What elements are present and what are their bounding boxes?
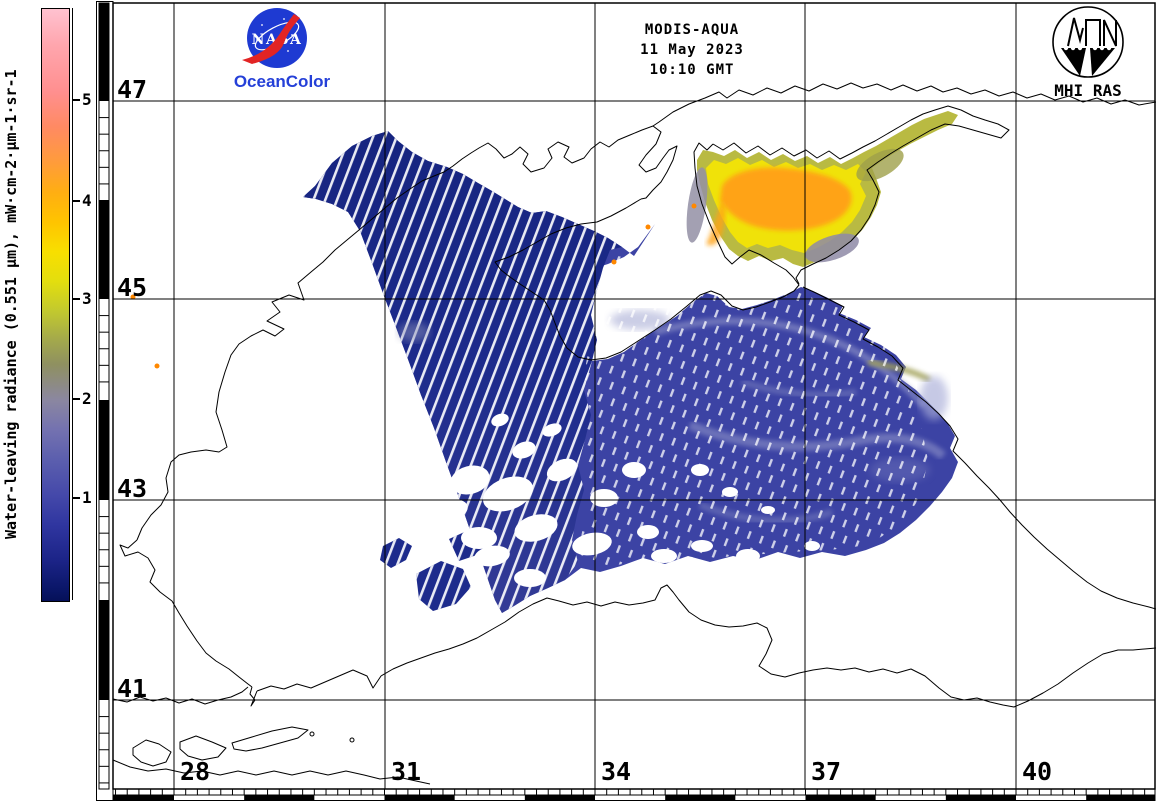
lat-label: 47 [117,75,148,104]
map-frame [112,2,1156,790]
colorbar-tick [72,398,80,400]
colorbar-gradient [41,8,70,602]
lon-label: 28 [180,757,211,786]
lat-label: 41 [117,674,148,703]
black-sea-data [303,131,958,613]
coastlines [112,82,1156,785]
coast-west-northwest [136,125,678,541]
lon-label: 37 [811,757,842,786]
colorbar-tick-label: 5 [82,90,92,109]
azov-gray-southeast [805,233,859,263]
cloud-gaps [436,413,882,604]
date-label: 11 May 2023 [640,42,744,58]
coast-marmara-north [112,686,249,705]
colorbar-axis-line [72,8,73,600]
coast-crimea [494,142,800,361]
colorbar-tick [72,298,80,300]
azov-olive-northeast [856,148,904,182]
mhi-ras-label: MHI RAS [1054,81,1121,100]
colorbar-tick [72,99,80,101]
graticule-lines [113,3,1155,789]
river-plume-dots [130,203,697,369]
lat-label: 43 [117,474,148,503]
mhi-logo-waves [1061,45,1115,76]
mhi-ras-logo: MHI RAS [1052,6,1124,100]
colorbar-tick-label: 1 [82,488,92,507]
coast-marmara-south [112,759,431,785]
coast-marmara-island1 [132,739,172,767]
scanline-dashes [578,255,928,568]
coast-caucasus [802,286,1156,610]
colorbar-tick-label: 3 [82,289,92,308]
lon-label: 34 [601,757,632,786]
nasa-logo-swoosh [242,14,300,64]
coast-bosphorus [249,686,258,707]
sensor-label: MODIS-AQUA [644,22,740,38]
colorbar-tick-label: 2 [82,389,92,408]
lon-label: 31 [391,757,422,786]
nasa-logo: NASA [242,8,307,68]
coast-north-top [652,82,1156,127]
longitude-ruler [112,788,1156,801]
coast-islet-2 [349,737,355,743]
coast-islet-1 [309,731,315,737]
lon-label: 40 [1022,757,1053,786]
satellite-swath-striped [303,131,622,613]
coast-azov [712,105,1010,285]
coast-west-bulgaria [119,539,253,688]
azov-orange-core [720,167,852,231]
azov-gray-west [686,167,708,243]
latitude-ruler [96,1,114,801]
lat-label: 45 [117,273,148,302]
colorbar-title: Water-leaving radiance (0.551 μm), mW·cm… [2,69,20,539]
coast-turkey [256,584,1156,708]
colorbar-tick [72,497,80,499]
coast-marmara-island2 [179,735,227,761]
azov-orange-tail [706,200,726,246]
oceancolor-label: OceanColor [233,72,331,91]
mhi-logo-circle [1052,6,1124,78]
striped-data-patches [380,529,483,611]
azov-sea-data [130,111,958,369]
mhi-logo-glyph [1067,17,1117,47]
colorbar-tick-label: 4 [82,191,92,210]
colorbar-tick [72,200,80,202]
time-label: 10:10 GMT [649,62,735,78]
coast-marmara-peninsula [231,726,309,752]
